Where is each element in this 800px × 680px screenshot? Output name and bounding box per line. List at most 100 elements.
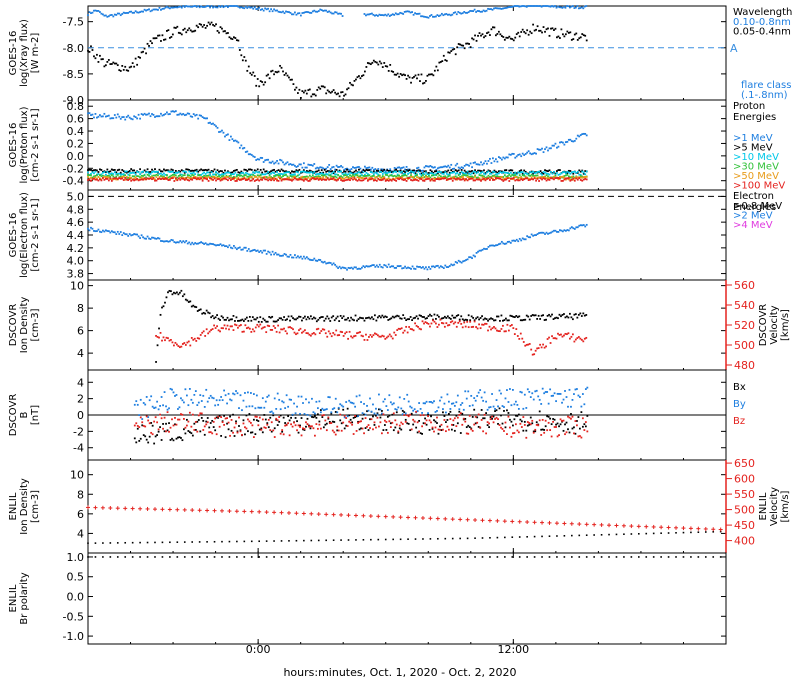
- data-point: [182, 174, 185, 177]
- data-point: [518, 237, 521, 240]
- data-point: [234, 246, 237, 249]
- data-point: [192, 176, 195, 178]
- data-point: [578, 37, 581, 40]
- data-point: [94, 9, 97, 12]
- data-point: [318, 423, 321, 426]
- data-point: [168, 430, 170, 433]
- data-point: [468, 426, 471, 428]
- data-point: [331, 170, 334, 173]
- data-point: [232, 139, 235, 142]
- data-point: [290, 327, 293, 329]
- data-point: [510, 435, 513, 438]
- data-point: [220, 435, 223, 437]
- data-point: [156, 434, 159, 436]
- data-point: [326, 11, 329, 13]
- data-point: [414, 178, 417, 181]
- data-point: [159, 426, 161, 429]
- data-point: [481, 176, 484, 179]
- data-point: [341, 15, 344, 17]
- data-point: [148, 112, 150, 115]
- data-point: [238, 146, 241, 149]
- data-point: [213, 123, 216, 126]
- data-point: [536, 171, 539, 173]
- data-point: [334, 173, 337, 176]
- legend-entry: >4 MeV: [733, 220, 773, 231]
- data-point: [90, 45, 92, 48]
- data-point: [556, 422, 559, 425]
- data-point: [212, 243, 214, 246]
- data-point: [494, 319, 497, 322]
- data-point: [166, 408, 169, 411]
- data-point: [96, 177, 98, 180]
- data-point: [352, 402, 355, 405]
- data-point: [140, 234, 143, 237]
- data-point: [406, 318, 409, 321]
- data-point: [510, 420, 513, 423]
- data-point: [251, 328, 254, 331]
- y-axis-label: DSCOVR: [8, 304, 19, 347]
- data-point: [160, 170, 162, 173]
- data-point: [173, 6, 176, 9]
- data-point: [276, 424, 279, 426]
- data-point: [274, 320, 277, 323]
- data-point: [491, 327, 494, 330]
- data-point: [532, 430, 535, 433]
- data-point: [471, 175, 473, 178]
- data-point: [573, 179, 576, 182]
- data-point: [180, 173, 183, 176]
- data-point: [225, 174, 228, 177]
- data-point: [399, 171, 402, 174]
- data-point: [178, 406, 181, 409]
- data-point: [432, 15, 434, 18]
- data-point: [355, 395, 358, 398]
- data-point: [268, 178, 271, 181]
- data-point: [394, 408, 397, 410]
- data-point: [558, 434, 560, 437]
- data-point: [432, 179, 435, 182]
- data-point: [157, 177, 159, 180]
- data-point: [107, 172, 110, 175]
- data-point: [267, 171, 270, 173]
- data-point: [304, 329, 306, 332]
- data-point: [480, 249, 482, 252]
- data-point: [363, 13, 366, 15]
- data-point: [269, 411, 272, 413]
- data-point: [522, 5, 525, 7]
- data-point: [453, 176, 456, 179]
- data-point: [536, 148, 539, 150]
- data-point: [487, 169, 490, 172]
- data-point: [382, 14, 385, 17]
- data-point: [334, 175, 337, 178]
- data-point: [456, 261, 459, 264]
- data-point: [286, 177, 289, 179]
- data-point: [116, 12, 119, 15]
- data-point: [180, 177, 183, 180]
- data-point: [375, 176, 378, 179]
- data-point: [423, 178, 426, 181]
- data-point: [161, 170, 164, 173]
- data-point: [204, 177, 207, 180]
- data-point: [210, 316, 213, 319]
- data-point: [387, 175, 390, 178]
- data-point: [203, 177, 206, 179]
- data-point: [488, 325, 491, 328]
- data-point: [410, 412, 413, 415]
- data-point: [230, 171, 232, 174]
- data-point: [560, 172, 563, 175]
- data-point: [481, 537, 484, 539]
- data-point: [206, 24, 208, 27]
- data-point: [344, 168, 347, 170]
- data-point: [570, 140, 573, 143]
- data-point: [366, 339, 369, 341]
- data-point: [136, 177, 139, 180]
- data-point: [250, 168, 253, 171]
- data-point: [307, 180, 310, 182]
- data-point: [245, 405, 248, 408]
- data-point: [295, 178, 298, 181]
- data-point: [205, 309, 208, 312]
- data-point: [584, 132, 587, 135]
- data-point: [88, 112, 91, 115]
- data-point: [349, 401, 352, 404]
- data-point: [467, 326, 470, 329]
